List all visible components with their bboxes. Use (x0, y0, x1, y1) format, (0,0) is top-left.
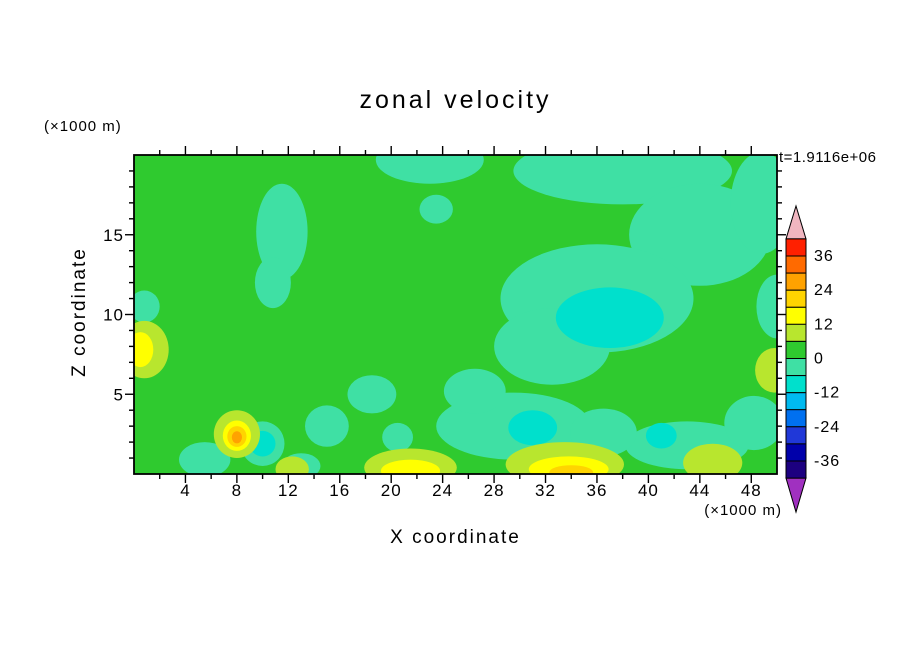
x-tick-label: 44 (689, 481, 710, 500)
contour-region (755, 348, 777, 393)
contour-region (231, 431, 242, 444)
x-tick-label: 8 (232, 481, 242, 500)
z-tick-label: 15 (103, 226, 124, 245)
contour-region (134, 290, 160, 323)
contour-region (382, 422, 413, 452)
colorbar-tick-label: -36 (814, 453, 840, 470)
colorbar-band (785, 375, 807, 394)
contour-region (134, 332, 154, 368)
x-tick-label: 48 (741, 481, 762, 500)
chart-title: zonal velocity (359, 86, 552, 114)
time-annotation: t=1.9116e+06 (779, 149, 877, 166)
x-axis-unit-label: (×1000 m) (704, 502, 782, 519)
x-tick-label: 40 (638, 481, 659, 500)
colorbar-tick-label: 36 (814, 248, 834, 265)
x-tick-label: 4 (180, 481, 190, 500)
colorbar-band (785, 392, 807, 411)
contour-region (254, 257, 291, 309)
x-tick-label: 32 (535, 481, 556, 500)
colorbar-band (785, 409, 807, 428)
colorbar-tick-label: -24 (814, 419, 840, 436)
contour-region (443, 368, 506, 414)
contour-region (555, 287, 664, 349)
colorbar-band (785, 255, 807, 274)
colorbar-band (785, 306, 807, 325)
contour-region (724, 395, 777, 451)
colorbar-band (785, 340, 807, 359)
z-tick-label: 10 (103, 306, 124, 325)
z-axis-title: Z coordinate (69, 247, 90, 377)
x-tick-label: 12 (278, 481, 299, 500)
x-axis-title: X coordinate (390, 527, 521, 548)
contour-field (134, 155, 777, 474)
colorbar-tick-label: -12 (814, 385, 840, 402)
colorbar-tick-label: 24 (814, 282, 834, 299)
colorbar-band (785, 460, 807, 479)
contour-region (275, 456, 309, 474)
contour-region (179, 442, 231, 474)
contour-region (380, 459, 441, 474)
contour-region (683, 443, 743, 474)
colorbar-band (785, 358, 807, 377)
contour-region (508, 410, 558, 446)
contour-region (730, 155, 777, 254)
colorbar-band (785, 238, 807, 257)
contour-region (756, 274, 777, 339)
plot-frame (133, 154, 778, 475)
contour-region (419, 194, 453, 224)
colorbar-over-arrow (785, 204, 807, 240)
colorbar-band (785, 443, 807, 462)
colorbar-tick-label: 12 (814, 316, 834, 333)
x-tick-label: 28 (484, 481, 505, 500)
x-tick-label: 16 (329, 481, 350, 500)
x-tick-label: 36 (586, 481, 607, 500)
z-tick-label: 5 (114, 385, 124, 404)
x-tick-label: 24 (432, 481, 453, 500)
colorbar-tick-label: 0 (814, 351, 824, 368)
colorbar-band (785, 289, 807, 308)
contour-region (347, 375, 397, 414)
colorbar: 36 24 12 0 -12 -24 -36 (785, 204, 840, 514)
colorbar-band (785, 323, 807, 342)
contour-region (645, 422, 677, 449)
colorbar-band (785, 426, 807, 445)
contour-region (549, 465, 594, 474)
contour-region (256, 183, 308, 280)
colorbar-band (785, 272, 807, 291)
contour-region (305, 405, 349, 447)
x-tick-label: 20 (381, 481, 402, 500)
colorbar-under-arrow (785, 477, 807, 514)
z-axis-unit-label: (×1000 m) (44, 118, 122, 135)
contour-region (375, 155, 484, 184)
